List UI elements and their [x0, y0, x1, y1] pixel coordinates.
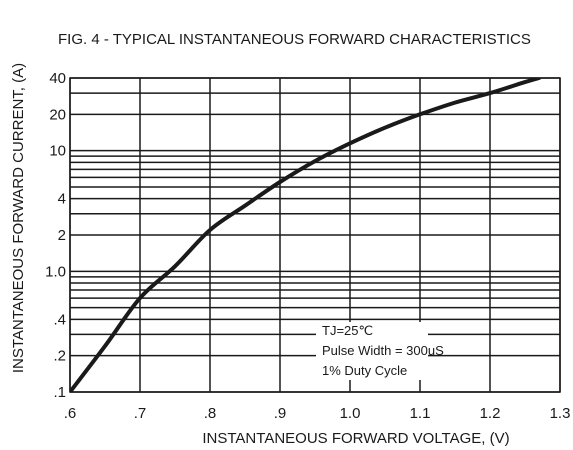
y-tick-label: 20: [49, 106, 66, 123]
series-layer: [70, 78, 541, 392]
x-tick-label: 1.1: [410, 405, 431, 422]
annotation-pulse-width: Pulse Width = 300uS: [322, 343, 444, 358]
annotation-background: [316, 322, 428, 380]
x-tick-label: 1.2: [480, 405, 501, 422]
x-tick-label: .9: [274, 405, 287, 422]
tick-labels: .6 .7 .8 .9 1.0 1.1 1.2 1.3 .1 .2 .4 1.0 2 4 10 20 40: [45, 70, 570, 422]
chart-title: FIG. 4 - TYPICAL INSTANTANEOUS FORWARD C…: [58, 31, 531, 48]
x-axis-label: INSTANTANEOUS FORWARD VOLTAGE, (V): [202, 430, 509, 447]
y-tick-label: 10: [49, 143, 66, 160]
y-tick-label: 1.0: [45, 263, 66, 280]
annotation-box: TJ=25℃ Pulse Width = 300uS 1% Duty Cycle: [316, 322, 444, 380]
y-tick-label: .1: [53, 384, 66, 401]
y-tick-label: 40: [49, 70, 66, 87]
y-tick-label: .4: [53, 311, 66, 328]
plot-frame: [69, 77, 561, 393]
x-tick-label: 1.0: [340, 405, 361, 422]
x-tick-label: 1.3: [550, 405, 571, 422]
x-tick-label: .8: [204, 405, 217, 422]
annotation-duty-cycle: 1% Duty Cycle: [322, 363, 407, 378]
y-axis-label: INSTANTANEOUS FORWARD CURRENT, (A): [10, 63, 27, 373]
y-tick-label: .2: [53, 348, 66, 365]
y-tick-label: 4: [58, 191, 66, 208]
annotation-temperature: TJ=25℃: [322, 323, 373, 338]
forward-characteristic-curve: [70, 78, 541, 392]
x-tick-label: .6: [64, 405, 77, 422]
y-tick-label: 2: [58, 227, 66, 244]
x-tick-label: .7: [134, 405, 147, 422]
